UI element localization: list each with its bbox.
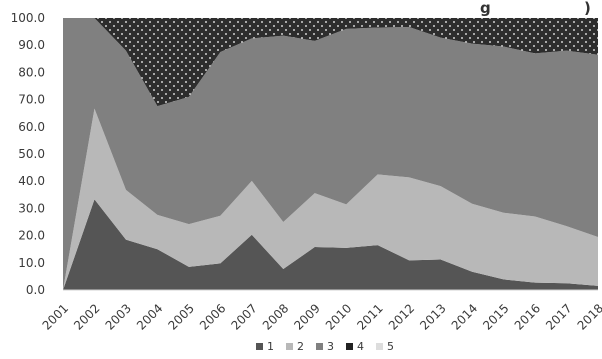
area-series-1	[63, 199, 598, 290]
x-tick-label: 2005	[166, 301, 197, 332]
x-axis: 2001 2002 2003 2004 2005 2006 2007 2008 2009 2010…	[40, 289, 602, 333]
area-series-3	[63, 18, 598, 290]
legend-swatch-4	[346, 343, 353, 350]
legend-label-1: 1	[267, 340, 274, 353]
chart-title-group: g )	[480, 0, 591, 17]
x-tick-label: 2013	[417, 301, 448, 332]
x-tick-label: 2008	[260, 301, 291, 332]
legend-swatch-2	[286, 343, 293, 350]
y-tick-label: 0.0	[26, 283, 45, 297]
y-tick-label: 80.0	[18, 65, 45, 79]
x-tick-label: 2004	[134, 301, 165, 332]
y-tick-label: 100.0	[11, 11, 45, 25]
x-tick-label: 2011	[354, 301, 385, 332]
x-tick-label: 2009	[291, 301, 322, 332]
x-tick-label: 2012	[386, 301, 417, 332]
y-tick-label: 60.0	[18, 120, 45, 134]
area-series-4	[63, 18, 598, 107]
x-tick-label: 2016	[512, 301, 543, 332]
chart-title-fragment: g	[480, 0, 491, 17]
area-series-group	[63, 18, 598, 290]
x-tick-label: 2001	[40, 301, 71, 332]
area-series-2	[63, 108, 598, 290]
y-axis: 0.0 10.0 20.0 30.0 40.0 50.0 60.0 70.0 80.0 90.0 1…	[11, 11, 45, 297]
y-tick-label: 10.0	[18, 256, 45, 270]
x-tick-label: 2018	[575, 301, 602, 332]
x-tick-label: 2014	[449, 301, 480, 332]
chart-legend: 1 2 3 4 5	[256, 340, 394, 353]
legend-swatch-3	[316, 343, 323, 350]
x-tick-label: 2007	[228, 301, 259, 332]
x-tick-label: 2015	[480, 301, 511, 332]
legend-swatch-5	[376, 343, 383, 350]
y-tick-label: 40.0	[18, 174, 45, 188]
legend-swatch-1	[256, 343, 263, 350]
legend-label-3: 3	[327, 340, 334, 353]
legend-label-2: 2	[297, 340, 304, 353]
x-tick-label: 2010	[323, 301, 354, 332]
y-tick-label: 30.0	[18, 201, 45, 215]
x-tick-label: 2006	[197, 301, 228, 332]
x-tick-label: 2017	[543, 301, 574, 332]
y-tick-label: 50.0	[18, 147, 45, 161]
y-tick-label: 70.0	[18, 93, 45, 107]
chart-title-suffix: )	[584, 0, 591, 17]
y-tick-label: 90.0	[18, 38, 45, 52]
y-tick-label: 20.0	[18, 229, 45, 243]
legend-label-4: 4	[357, 340, 364, 353]
x-tick-label: 2002	[71, 301, 102, 332]
legend-label-5: 5	[387, 340, 394, 353]
x-tick-label: 2003	[103, 301, 134, 332]
